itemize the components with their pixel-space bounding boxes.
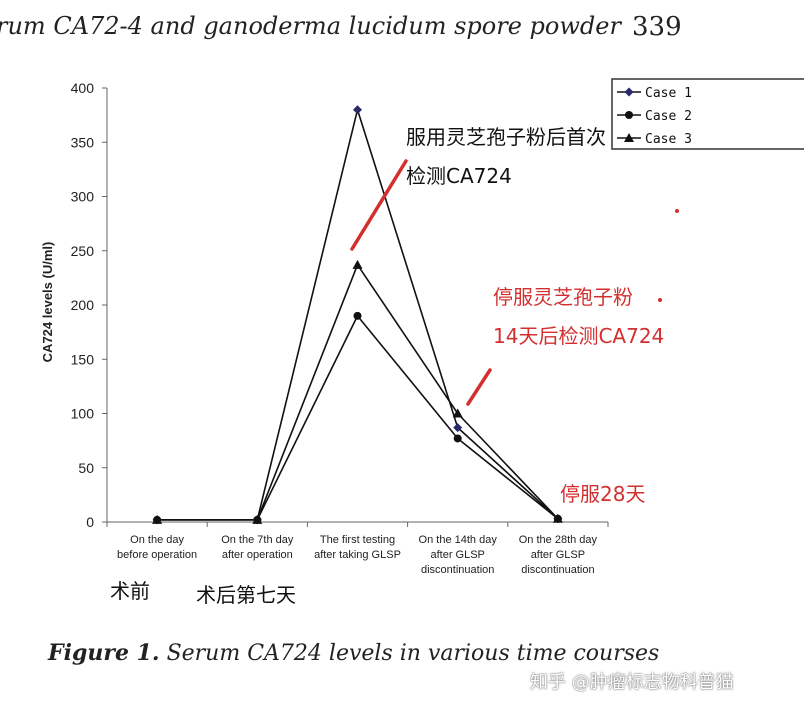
annotation-preop: 术前 [110, 579, 150, 603]
data-point-case-1 [453, 423, 463, 433]
x-tick-label: On the 7th day after operation [221, 534, 294, 561]
annotation-arrow-first-test [350, 159, 408, 251]
y-tick-label: 0 [86, 514, 94, 530]
data-point-case-3 [252, 514, 263, 524]
figure-caption: Figure 1. Serum CA724 levels in various … [48, 640, 659, 666]
data-point-case-3 [452, 408, 463, 418]
series-markers [152, 105, 563, 525]
annotation-first-test-line1: 服用灵芝孢子粉后首次 [406, 125, 606, 149]
y-tick-label: 100 [71, 406, 95, 422]
legend-box [611, 78, 804, 150]
y-tick-label: 400 [71, 80, 95, 96]
watermark: 知乎 @肿瘤标志物科普猫 [530, 672, 734, 693]
red-dot [675, 209, 679, 213]
y-tick-label: 200 [71, 297, 95, 313]
y-tick-label: 250 [71, 243, 95, 259]
annotation-arrow-stop [466, 368, 492, 406]
page-header: rum CA72-4 and ganoderma lucidum spore p… [0, 0, 804, 60]
ca724-line-chart: 0 50 100 150 200 250 300 350 400 On the day befor… [40, 78, 804, 607]
x-tick-label: On the 28th day after GLSP discontinuation [519, 534, 598, 576]
annotation-postop: 术后第七天 [196, 583, 296, 607]
x-tick-label: On the day before operation [117, 534, 197, 561]
y-tick-label: 50 [78, 460, 94, 476]
data-point-case-3 [152, 514, 163, 524]
figure-label: Figure 1. [48, 640, 160, 666]
y-tick-label: 150 [71, 351, 95, 367]
y-tick-group: 0 50 100 150 200 250 300 350 400 [71, 80, 107, 530]
legend: Case 1 Case 2 Case 3 [611, 78, 804, 150]
legend-marker [624, 87, 634, 97]
legend-label: Case 1 [645, 86, 692, 101]
annotation-first-test-line2: 检测CA724 [406, 164, 512, 188]
legend-marker [624, 133, 634, 142]
running-title: rum CA72-4 and ganoderma lucidum spore p… [0, 12, 621, 40]
data-point-case-1 [353, 105, 362, 115]
x-tick-group: On the day before operation On the 7th day… [106, 522, 609, 576]
x-tick-label: On the 14th day after GLSP discontinuation [419, 534, 498, 576]
data-point-case-3 [352, 259, 363, 269]
y-tick-label: 300 [71, 189, 95, 205]
annotation-day28: 停服28天 [560, 482, 645, 506]
data-point-case-2 [453, 434, 462, 443]
annotation-stop-line1: 停服灵芝孢子粉 [493, 285, 633, 309]
red-dot [658, 298, 662, 302]
legend-marker [625, 111, 633, 119]
data-point-case-3 [552, 513, 563, 523]
y-axis-label: CA724 levels (U/ml) [40, 242, 55, 363]
annotation-stop-line2: 14天后检测CA724 [493, 324, 664, 348]
page-number: 339 [632, 12, 682, 42]
data-point-case-2 [353, 311, 362, 320]
legend-label: Case 3 [645, 132, 692, 147]
x-tick-label: The first testing after taking GLSP [314, 534, 401, 561]
figure-caption-text: Serum CA724 levels in various time cours… [166, 641, 660, 666]
legend-label: Case 2 [645, 109, 692, 124]
y-tick-label: 350 [71, 134, 95, 150]
